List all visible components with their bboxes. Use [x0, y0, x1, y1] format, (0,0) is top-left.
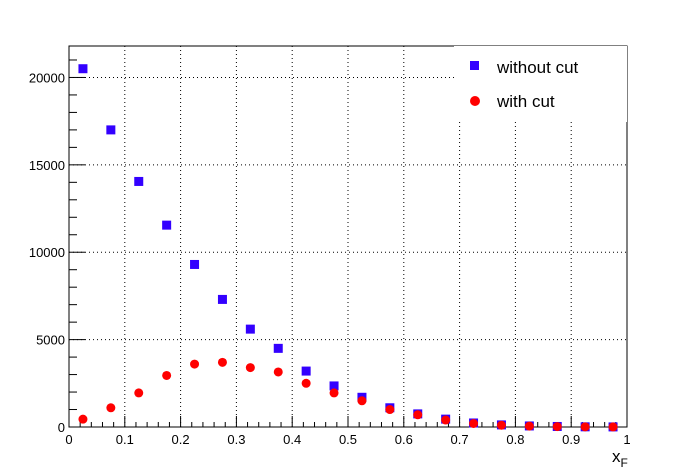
x-tick-label: 0.3 [227, 432, 245, 447]
point-with-cut [106, 403, 116, 413]
x-tick-label: 1 [623, 432, 630, 447]
point-without-cut [134, 176, 144, 186]
point-with-cut [301, 378, 311, 388]
x-axis-title-main: x [612, 447, 621, 466]
point-with-cut [217, 357, 227, 367]
x-tick-label: 0.8 [506, 432, 524, 447]
point-with-cut [329, 388, 339, 398]
point-without-cut [217, 294, 227, 304]
point-with-cut [245, 363, 255, 373]
x-tick-label: 0.9 [562, 432, 580, 447]
y-tick-label: 10000 [29, 245, 65, 260]
legend: without cut with cut [454, 46, 627, 122]
x-axis-title-subscript: F [621, 456, 628, 470]
point-with-cut [413, 410, 423, 420]
point-without-cut [162, 220, 172, 230]
point-with-cut [78, 414, 88, 424]
point-with-cut [524, 421, 534, 431]
legend-marker-without-cut [470, 61, 479, 70]
point-with-cut [385, 405, 395, 415]
point-with-cut [134, 388, 144, 398]
point-with-cut [608, 422, 618, 432]
x-tick-label: 0.1 [116, 432, 134, 447]
legend-label-without-cut: without cut [496, 58, 579, 77]
point-with-cut [496, 420, 506, 430]
point-without-cut [245, 324, 255, 334]
point-with-cut [552, 422, 562, 432]
point-with-cut [357, 396, 367, 406]
point-with-cut [190, 359, 200, 369]
point-with-cut [469, 419, 479, 429]
x-tick-label: 0 [65, 432, 72, 447]
x-axis-title: xF [612, 447, 628, 470]
x-tick-label: 0.6 [395, 432, 413, 447]
point-without-cut [190, 259, 200, 269]
point-with-cut [441, 415, 451, 425]
point-without-cut [329, 381, 339, 391]
point-with-cut [162, 370, 172, 380]
legend-marker-with-cut [470, 96, 480, 106]
axis-ticks [68, 59, 628, 428]
point-without-cut [301, 366, 311, 376]
y-tick-label: 0 [58, 420, 65, 435]
point-without-cut [106, 125, 116, 135]
point-with-cut [580, 422, 590, 432]
data-points [78, 64, 618, 432]
point-without-cut [273, 343, 283, 353]
x-tick-label: 0.2 [172, 432, 190, 447]
point-with-cut [273, 367, 283, 377]
x-tick-label: 0.4 [283, 432, 301, 447]
y-tick-label: 15000 [29, 158, 65, 173]
x-tick-label: 0.5 [339, 432, 357, 447]
tick-labels: 0 0.1 0.2 0.3 0.4 0.5 0.6 0.7 0.8 0.9 1 0 5000 10000 1… [29, 70, 631, 447]
y-tick-label: 5000 [36, 333, 65, 348]
point-without-cut [78, 64, 88, 74]
y-tick-label: 20000 [29, 70, 65, 85]
x-tick-label: 0.7 [451, 432, 469, 447]
legend-box [454, 46, 627, 122]
legend-label-with-cut: with cut [496, 92, 555, 111]
